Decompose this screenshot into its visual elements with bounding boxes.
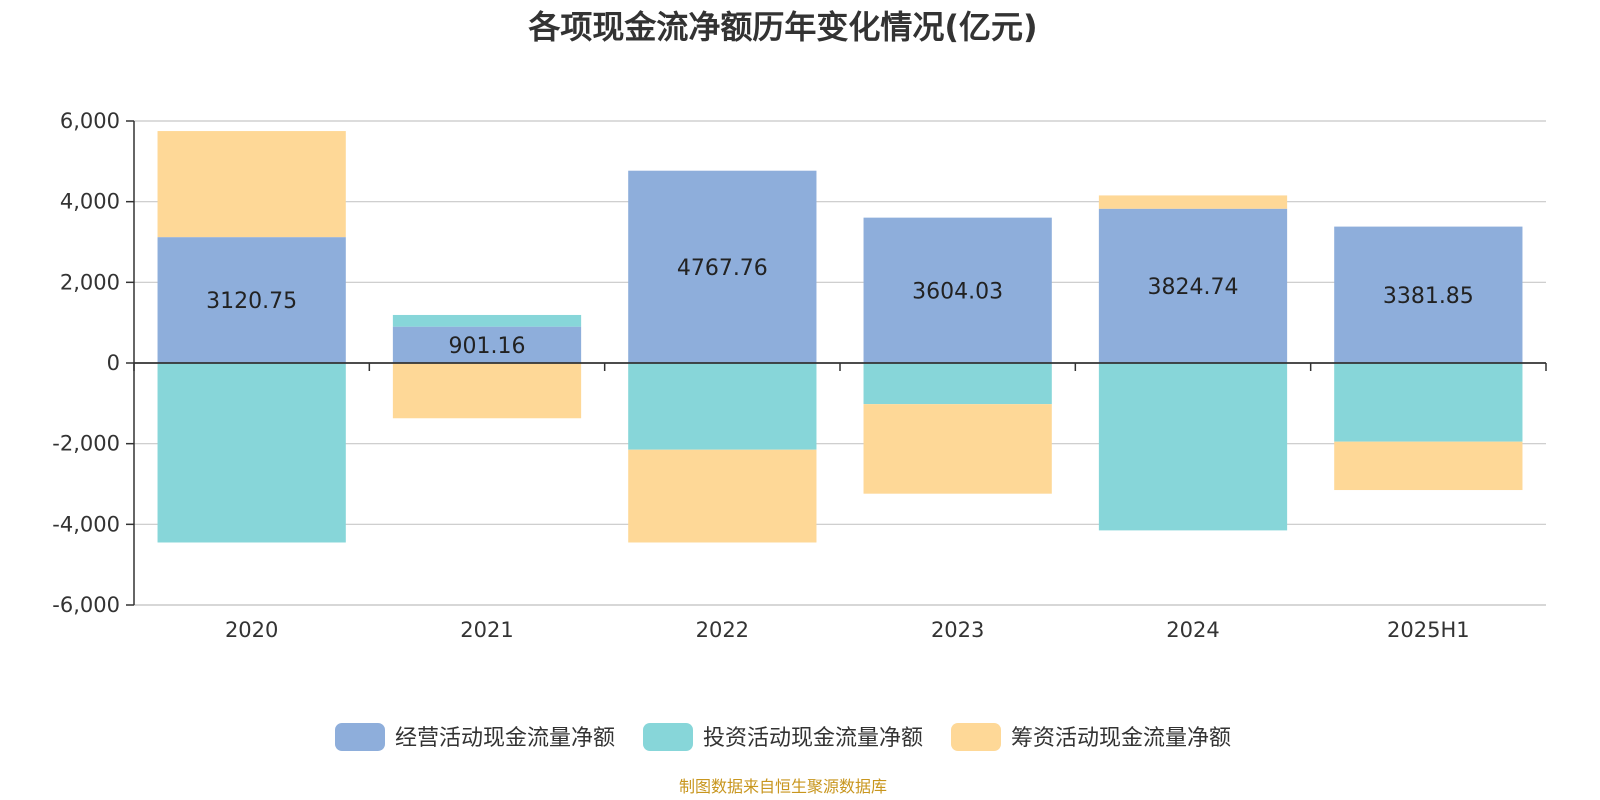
bar-segment bbox=[392, 314, 582, 327]
y-tick-label: 0 bbox=[107, 351, 120, 375]
data-label: 4767.76 bbox=[677, 256, 768, 281]
y-tick-label: -2,000 bbox=[52, 432, 120, 456]
data-label: 3120.75 bbox=[206, 289, 297, 314]
y-tick-label: -4,000 bbox=[52, 512, 120, 536]
data-label: 901.16 bbox=[449, 334, 526, 359]
bar-segment bbox=[628, 170, 817, 363]
y-tick-label: 4,000 bbox=[60, 190, 120, 214]
x-tick-label: 2024 bbox=[1166, 618, 1219, 642]
y-tick-label: 2,000 bbox=[60, 270, 120, 294]
bar-segment bbox=[863, 404, 1052, 494]
legend-label: 投资活动现金流量净额 bbox=[703, 726, 923, 751]
legend-label: 筹资活动现金流量净额 bbox=[1011, 726, 1231, 751]
legend-item[interactable]: 筹资活动现金流量净额 bbox=[951, 723, 1231, 751]
x-tick-label: 2023 bbox=[931, 618, 984, 642]
x-tick-label: 2020 bbox=[225, 618, 278, 642]
x-tick-label: 2022 bbox=[696, 618, 749, 642]
x-tick-label: 2025H1 bbox=[1387, 618, 1470, 642]
bar-segment bbox=[1098, 363, 1288, 531]
bars bbox=[157, 131, 1523, 543]
chart-title: 各项现金流净额历年变化情况(亿元) bbox=[528, 8, 1037, 46]
data-label: 3824.74 bbox=[1148, 275, 1239, 300]
bar-segment bbox=[157, 237, 346, 363]
bar-segment bbox=[392, 363, 582, 419]
y-tick-label: -6,000 bbox=[52, 593, 120, 617]
bar-segment bbox=[157, 363, 346, 543]
source-note: 制图数据来自恒生聚源数据库 bbox=[679, 777, 887, 796]
bar-segment bbox=[1334, 441, 1523, 491]
grid-lines bbox=[134, 120, 1546, 606]
data-label: 3604.03 bbox=[912, 279, 1003, 304]
data-label: 3381.85 bbox=[1383, 284, 1474, 309]
legend-item[interactable]: 经营活动现金流量净额 bbox=[335, 723, 615, 751]
legend-swatch bbox=[951, 723, 1001, 751]
legend-item[interactable]: 投资活动现金流量净额 bbox=[643, 723, 923, 751]
bar-segment bbox=[1098, 208, 1288, 363]
legend: 经营活动现金流量净额 投资活动现金流量净额 筹资活动现金流量净额 bbox=[335, 723, 1231, 751]
x-tick-label: 2021 bbox=[460, 618, 513, 642]
bar-segment bbox=[392, 326, 582, 363]
bar-segment bbox=[628, 449, 817, 543]
legend-label: 经营活动现金流量净额 bbox=[395, 726, 615, 751]
bar-segment bbox=[1334, 226, 1523, 363]
axes: 6,000 4,000 2,000 0 -2,000 -4,000 -6,000 2020 20… bbox=[52, 109, 1547, 642]
bar-segment bbox=[157, 131, 346, 238]
bar-segment bbox=[1334, 363, 1523, 442]
bar-segment bbox=[628, 363, 817, 450]
data-labels: 3120.75 901.16 4767.76 3604.03 3824.74 3381.8… bbox=[206, 256, 1474, 359]
y-tick-label: 6,000 bbox=[60, 109, 120, 133]
legend-swatch bbox=[335, 723, 385, 751]
legend-swatch bbox=[643, 723, 693, 751]
bar-segment bbox=[863, 363, 1052, 405]
bar-segment bbox=[1098, 195, 1288, 209]
bar-segment bbox=[863, 217, 1052, 363]
